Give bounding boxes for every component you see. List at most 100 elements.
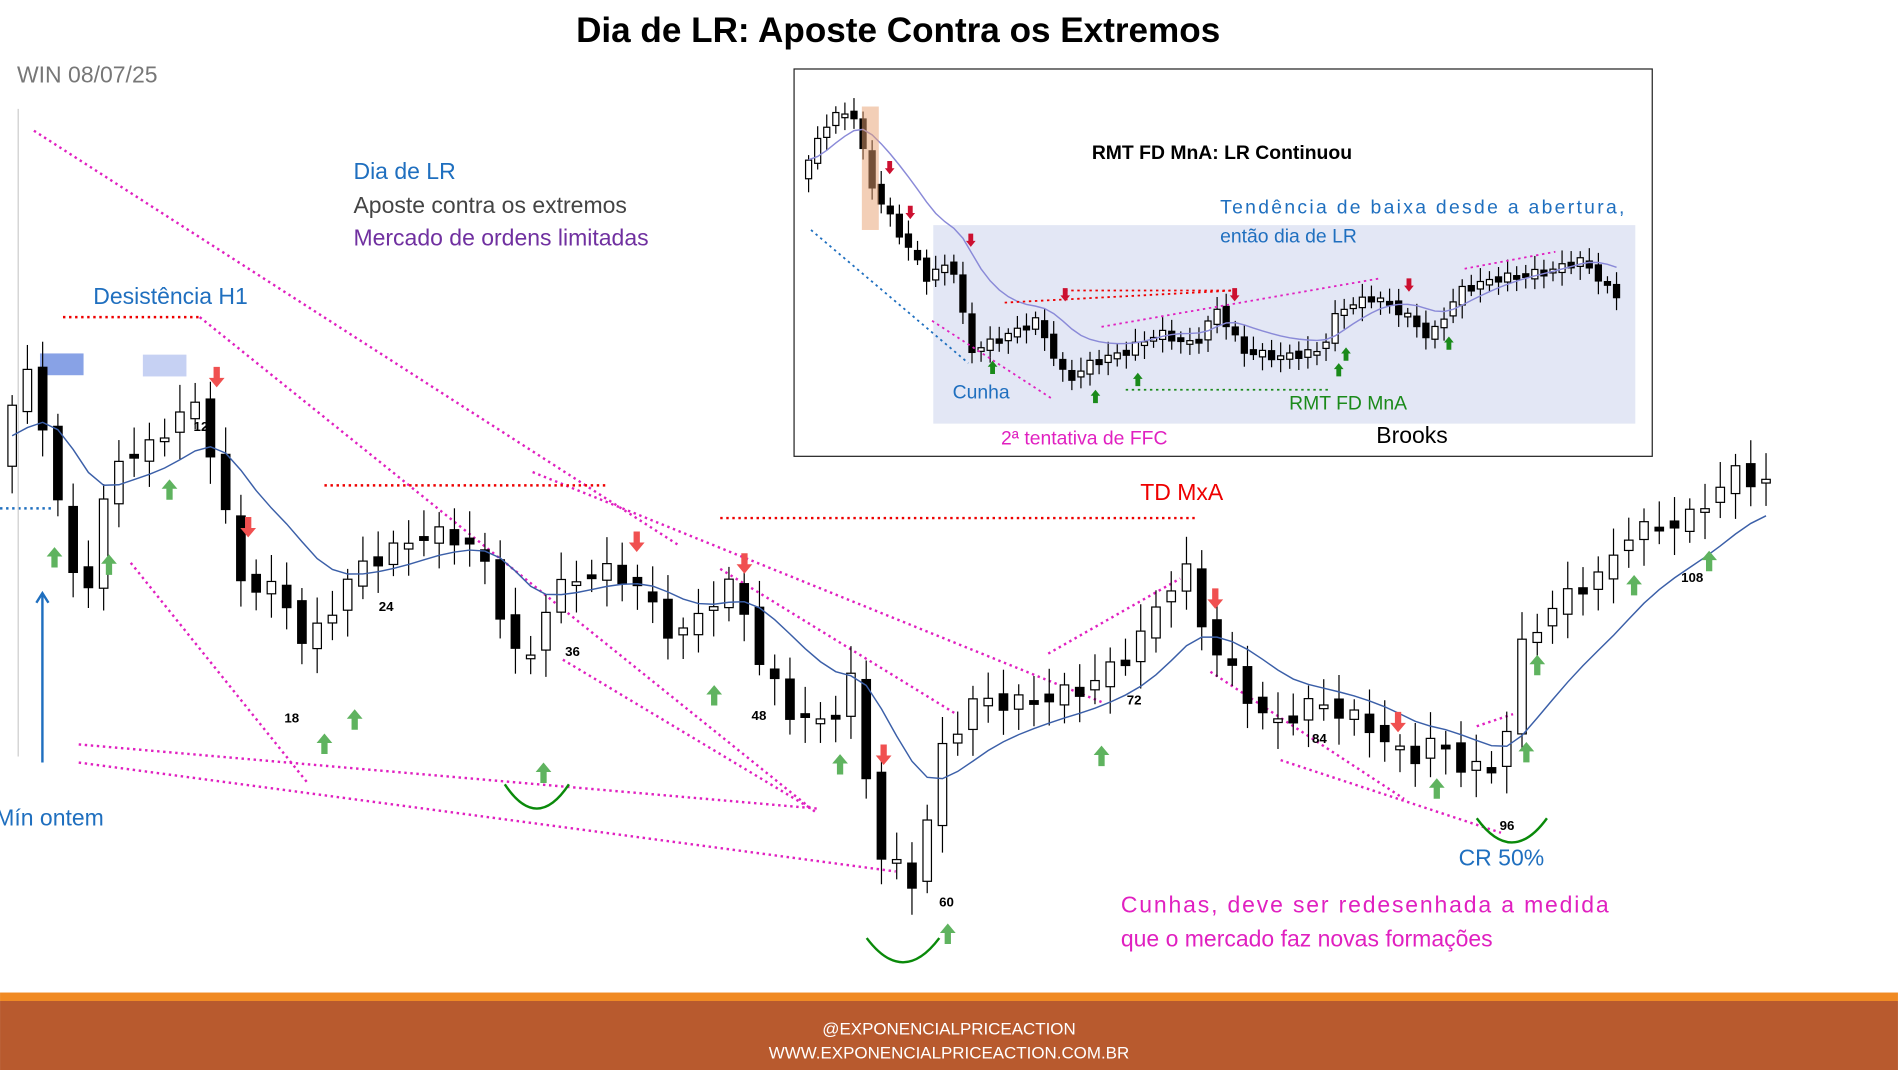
up-arrow bbox=[46, 547, 63, 568]
candle bbox=[144, 439, 155, 462]
candle bbox=[959, 274, 967, 313]
inset-note: então dia de LR bbox=[1220, 225, 1357, 247]
candle bbox=[541, 611, 551, 651]
candle bbox=[977, 347, 985, 352]
candle bbox=[1730, 465, 1741, 495]
candle bbox=[419, 536, 429, 541]
main-chart: 12 18 24 36 48 60 72 84 96 108 bbox=[0, 108, 1771, 964]
down-arrow bbox=[628, 531, 645, 552]
candle bbox=[1074, 686, 1085, 697]
candle bbox=[1113, 352, 1121, 360]
candle bbox=[1395, 745, 1405, 751]
candle bbox=[1013, 327, 1022, 338]
candle bbox=[434, 526, 445, 544]
candle bbox=[1349, 304, 1357, 310]
annotation: que o mercado faz novas formações bbox=[1121, 926, 1493, 952]
down-arrow bbox=[1390, 711, 1406, 733]
candle bbox=[850, 110, 858, 120]
candle bbox=[129, 453, 139, 459]
candle bbox=[1745, 463, 1756, 488]
down-arrow bbox=[905, 205, 916, 220]
inset-note: 2ª tentativa de FFC bbox=[1001, 427, 1167, 449]
up-arrow bbox=[161, 479, 178, 500]
candle bbox=[693, 612, 704, 636]
candle bbox=[1295, 350, 1303, 359]
candle bbox=[995, 338, 1003, 344]
candle bbox=[327, 614, 338, 624]
bar-number: 36 bbox=[565, 644, 580, 659]
candle bbox=[1594, 264, 1603, 282]
up-arrow bbox=[1701, 550, 1718, 572]
inset-note: RMT FD MnA bbox=[1289, 392, 1407, 414]
candle bbox=[769, 668, 780, 680]
candle bbox=[1334, 698, 1344, 719]
candle bbox=[1413, 315, 1421, 328]
candle bbox=[754, 606, 765, 665]
candle bbox=[1612, 283, 1621, 299]
annotation-line bbox=[198, 316, 818, 815]
candle bbox=[1422, 322, 1430, 339]
annotation: Desistência H1 bbox=[93, 283, 248, 309]
candle bbox=[983, 697, 994, 707]
arrow-head bbox=[35, 590, 50, 604]
smile-arc bbox=[1475, 817, 1548, 844]
candle bbox=[1151, 606, 1161, 639]
candle bbox=[1331, 313, 1339, 344]
candle bbox=[1222, 305, 1230, 328]
candle bbox=[907, 862, 917, 889]
candle bbox=[1022, 325, 1031, 331]
candle bbox=[937, 742, 948, 827]
title: Dia de LR: Aposte Contra os Extremos bbox=[576, 11, 1220, 50]
candle bbox=[1700, 508, 1710, 513]
candle bbox=[876, 771, 887, 860]
candle bbox=[480, 549, 490, 562]
candle bbox=[1288, 715, 1299, 724]
annotation: TD MxA bbox=[1140, 479, 1224, 505]
candle bbox=[1031, 317, 1040, 330]
candle bbox=[1267, 350, 1276, 361]
candle bbox=[1562, 588, 1573, 615]
inset-source: Brooks bbox=[1376, 422, 1448, 448]
annotation: Mín ontem bbox=[0, 805, 104, 831]
annotation-line bbox=[810, 229, 969, 364]
candle bbox=[1135, 630, 1146, 663]
candle bbox=[37, 366, 48, 431]
inset-title: RMT FD MnA: LR Continuou bbox=[1092, 142, 1352, 164]
candle bbox=[1249, 349, 1258, 356]
candle bbox=[830, 714, 841, 720]
candle bbox=[1476, 280, 1484, 290]
candle bbox=[968, 698, 978, 731]
candle bbox=[281, 584, 292, 609]
candle bbox=[220, 453, 231, 511]
candle bbox=[891, 858, 902, 864]
candle bbox=[1240, 336, 1248, 354]
candle bbox=[1340, 308, 1348, 317]
candle bbox=[1131, 341, 1140, 356]
annotation-line bbox=[1280, 758, 1502, 834]
candle bbox=[602, 563, 612, 581]
candle bbox=[785, 678, 795, 720]
bar-number: 48 bbox=[752, 708, 767, 723]
candle bbox=[525, 654, 536, 660]
candle bbox=[846, 672, 856, 717]
up-arrow bbox=[101, 554, 117, 575]
highlight-box bbox=[861, 106, 879, 230]
candle bbox=[678, 627, 689, 636]
moving-average bbox=[808, 128, 1617, 345]
candle bbox=[586, 574, 597, 580]
candle bbox=[1576, 257, 1584, 267]
candle bbox=[1122, 349, 1130, 356]
note: Mercado de ordens limitadas bbox=[353, 225, 648, 251]
candle bbox=[1494, 276, 1503, 283]
footer-band bbox=[0, 992, 1898, 1002]
up-arrow bbox=[1333, 363, 1344, 377]
annotation-line bbox=[719, 567, 957, 716]
candle bbox=[1440, 318, 1448, 329]
candle bbox=[403, 542, 414, 550]
candle bbox=[922, 819, 933, 882]
candle bbox=[1004, 332, 1012, 342]
bar-number: 72 bbox=[1127, 692, 1142, 707]
candle bbox=[1050, 333, 1058, 359]
candle bbox=[998, 693, 1009, 711]
candle bbox=[1761, 478, 1771, 484]
